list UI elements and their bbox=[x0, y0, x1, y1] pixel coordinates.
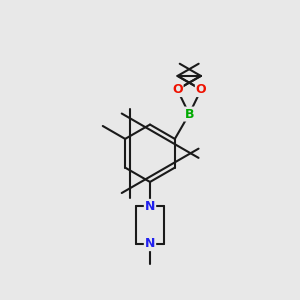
Text: O: O bbox=[196, 83, 206, 96]
Text: N: N bbox=[145, 200, 155, 213]
Text: O: O bbox=[172, 83, 183, 96]
Text: N: N bbox=[145, 237, 155, 250]
Text: B: B bbox=[184, 108, 194, 121]
